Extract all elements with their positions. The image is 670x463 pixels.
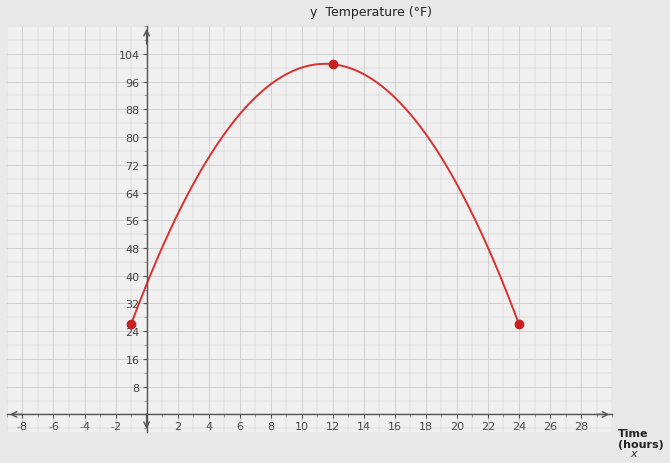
- Text: Time
(hours): Time (hours): [618, 428, 664, 449]
- Text: y  Temperature (°F): y Temperature (°F): [310, 6, 431, 19]
- Text: x: x: [630, 448, 636, 458]
